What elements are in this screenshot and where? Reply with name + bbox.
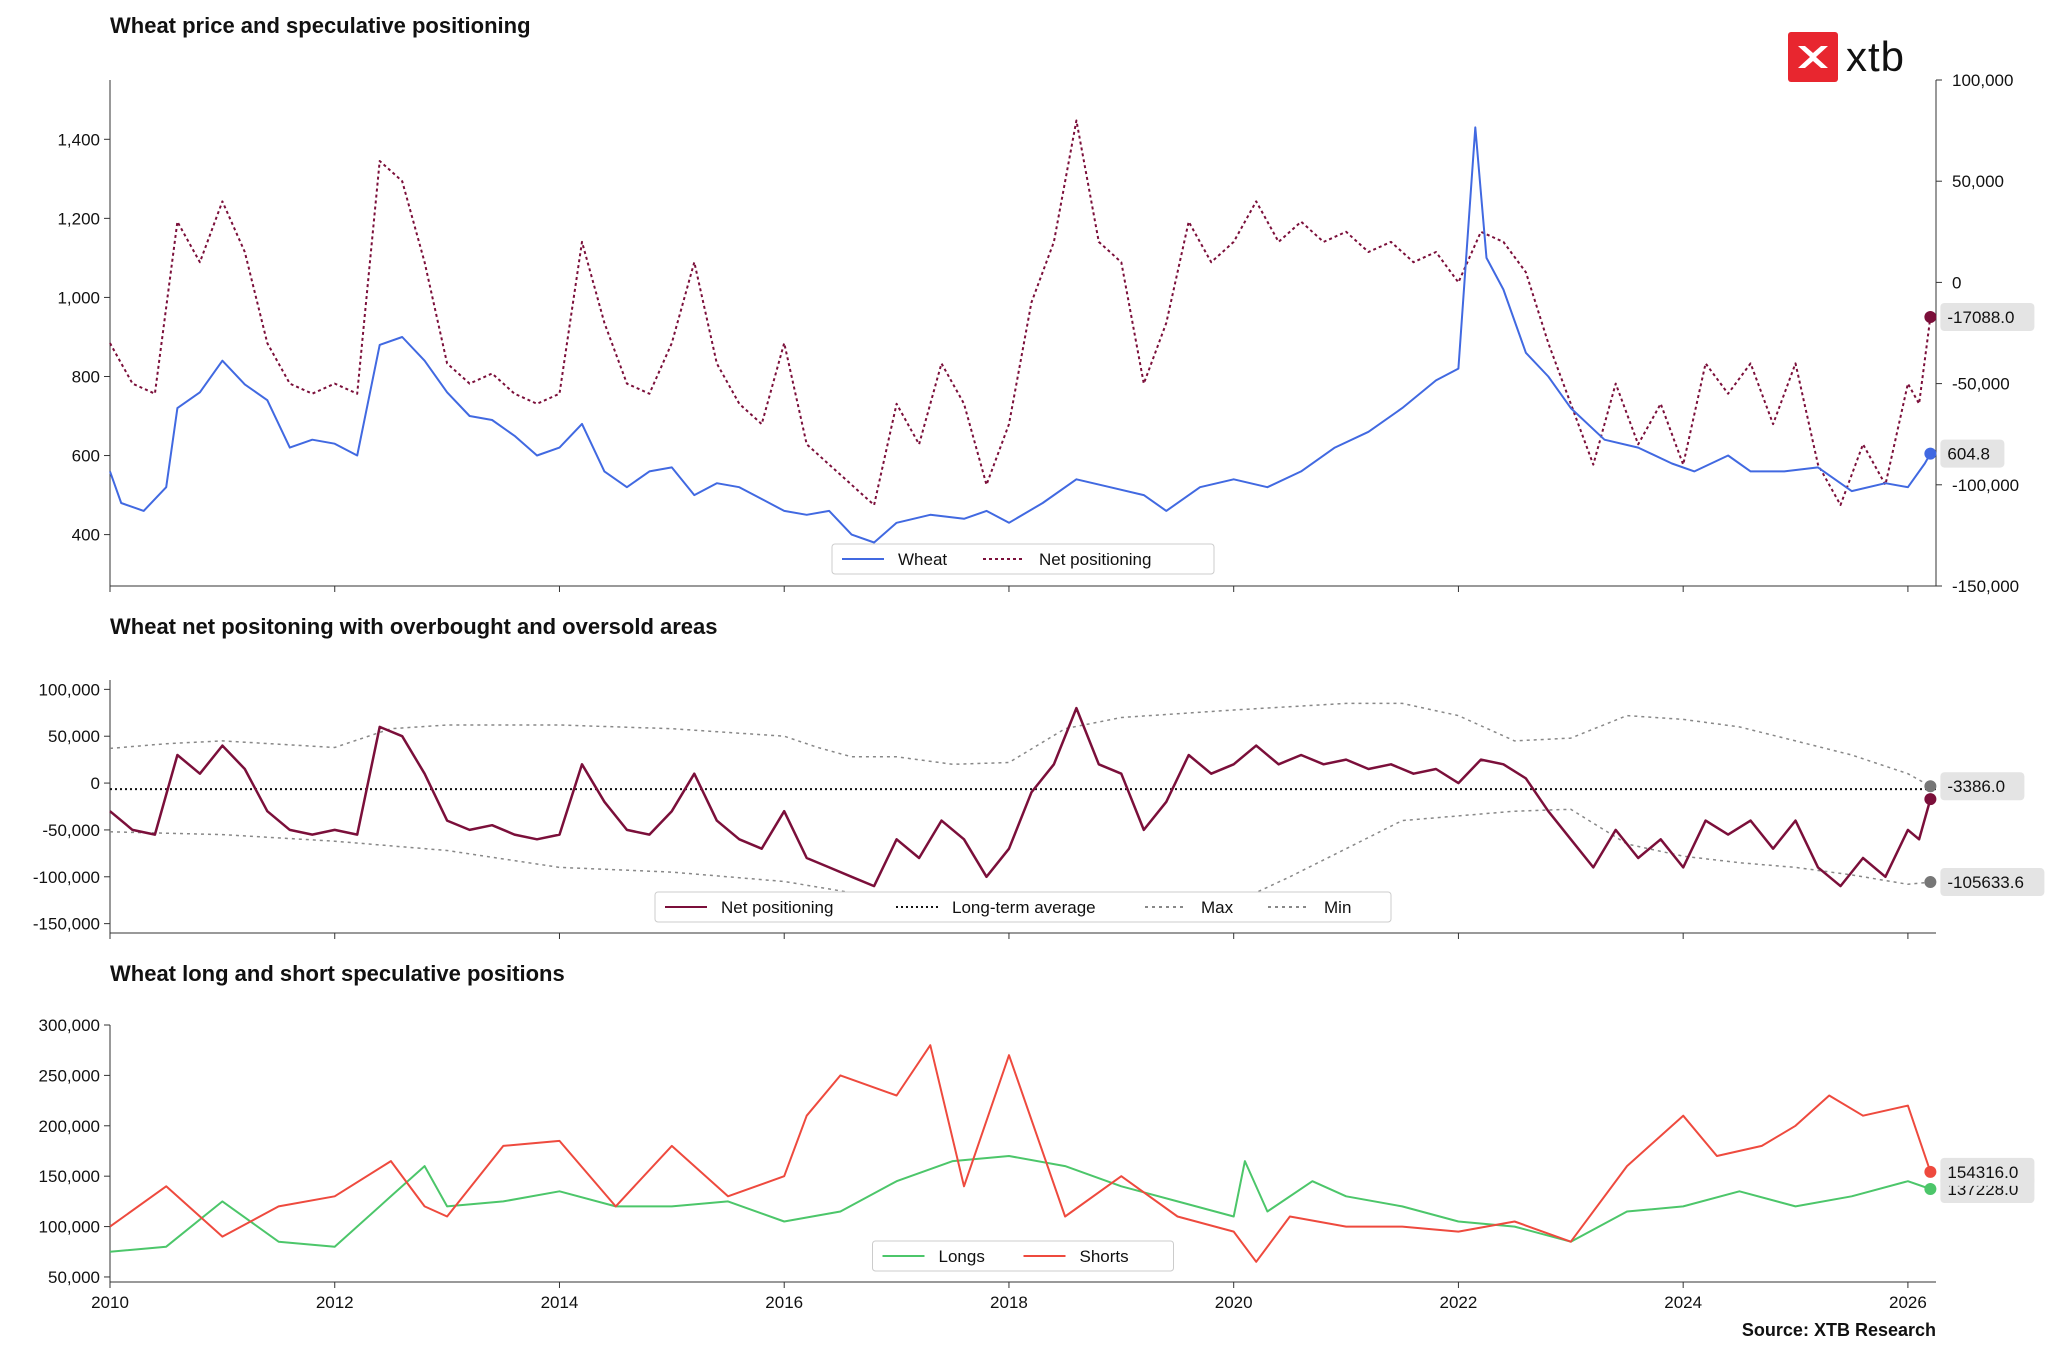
panel2-legend-entry-label: Net positioning: [721, 898, 833, 917]
panel1-left-tick-label: 800: [72, 367, 100, 386]
net-end-label-marker: [1924, 310, 1937, 323]
panel2-left-tick-label: 0: [91, 774, 100, 793]
panel1-left-tick-label: 400: [72, 526, 100, 545]
panel3-x-tick-label: 2012: [316, 1293, 354, 1312]
panel3-left-tick-label: 250,000: [39, 1066, 100, 1085]
panel1-right-tick-label: -100,000: [1952, 476, 2019, 495]
panel1-left-tick-label: 600: [72, 447, 100, 466]
x-mark-icon: [1798, 46, 1828, 68]
wheat-end-label-text: 604.8: [1947, 445, 1990, 464]
panel2-legend-box: [654, 891, 1392, 923]
panel1-left-tick-label: 1,400: [57, 130, 100, 149]
panel3-left-tick-label: 50,000: [48, 1268, 100, 1287]
longs-line: [109, 1155, 1931, 1253]
panel1-legend-entry-label: Wheat: [898, 550, 947, 569]
wheat-price-line: [109, 126, 1932, 544]
max-line: [109, 702, 1931, 787]
net-positioning-solid-line: [109, 706, 1932, 888]
net-end-label-box: [1940, 302, 2035, 331]
panel3-x-tick-label: 2018: [990, 1293, 1028, 1312]
wheat-end-label-marker: [1924, 447, 1937, 460]
panel3-legend-box: [872, 1240, 1174, 1272]
panel3-x-tick-label: 2024: [1664, 1293, 1702, 1312]
panel2-legend-entry-label: Long-term average: [952, 898, 1096, 917]
max-end-label-box: [1940, 772, 2025, 801]
panel2-left-tick-label: 50,000: [48, 727, 100, 746]
shorts-end-label-marker: [1924, 1165, 1937, 1178]
panel1-legend-box: [831, 543, 1215, 575]
panel3-x-tick-label: 2022: [1440, 1293, 1478, 1312]
panel3-x-tick-label: 2014: [541, 1293, 579, 1312]
panel1-right-tick-label: 0: [1952, 273, 1961, 292]
wheat-end-label-box: [1940, 439, 2005, 468]
chart-title-bottom: Wheat long and short speculative positio…: [110, 961, 565, 986]
panel1-legend-entry-label: Net positioning: [1039, 550, 1151, 569]
panel3-left-tick-label: 300,000: [39, 1016, 100, 1035]
source-note: Source: XTB Research: [1741, 1320, 1936, 1340]
xtb-logo-text: xtb: [1846, 33, 1906, 80]
net-end-marker: [1924, 793, 1937, 806]
panel3-legend-entry-label: Longs: [939, 1247, 985, 1266]
min-end-label-marker: [1924, 876, 1937, 889]
panel1-right-tick-label: -50,000: [1952, 375, 2010, 394]
xtb-logo: xtb: [1788, 32, 1905, 82]
chart-title-middle: Wheat net positoning with overbought and…: [110, 614, 718, 639]
panel3-left-tick-label: 150,000: [39, 1167, 100, 1186]
xtb-logo-mark: [1788, 32, 1838, 82]
panel1-right-tick-label: 50,000: [1952, 172, 2004, 191]
panel3-x-tick-label: 2016: [765, 1293, 803, 1312]
shorts-end-label-box: [1940, 1157, 2035, 1186]
longs-end-label-marker: [1924, 1183, 1937, 1196]
panel2-left-tick-label: -100,000: [33, 868, 100, 887]
max-end-label-text: -3386.0: [1947, 777, 2005, 796]
panel1-left-tick-label: 1,000: [57, 288, 100, 307]
max-end-label-marker: [1924, 780, 1937, 793]
min-end-label-box: [1940, 868, 2045, 897]
panel1-right-tick-label: 100,000: [1952, 71, 2013, 90]
panel3-left-tick-label: 100,000: [39, 1218, 100, 1237]
panel2-left-tick-label: -150,000: [33, 915, 100, 934]
net-positioning-line: [109, 119, 1932, 506]
panel2-legend-entry-label: Max: [1201, 898, 1234, 917]
panel3-x-tick-label: 2020: [1215, 1293, 1253, 1312]
panel3-x-tick-label: 2010: [91, 1293, 129, 1312]
panel3-x-tick-label: 2026: [1889, 1293, 1927, 1312]
net-end-label-text: -17088.0: [1947, 308, 2014, 327]
panel3-left-tick-label: 200,000: [39, 1117, 100, 1136]
shorts-line: [109, 1044, 1932, 1263]
min-line: [109, 808, 1931, 904]
chart-title-top: Wheat price and speculative positioning: [110, 13, 531, 38]
panel2-left-tick-label: 100,000: [39, 680, 100, 699]
panel3-legend-entry-label: Shorts: [1080, 1247, 1129, 1266]
panel2-legend-entry-label: Min: [1324, 898, 1351, 917]
shorts-end-label-text: 154316.0: [1947, 1163, 2018, 1182]
panel2-left-tick-label: -50,000: [42, 821, 100, 840]
min-end-label-text: -105633.6: [1947, 873, 2024, 892]
panel1-left-tick-label: 1,200: [57, 209, 100, 228]
panel1-right-tick-label: -150,000: [1952, 577, 2019, 596]
